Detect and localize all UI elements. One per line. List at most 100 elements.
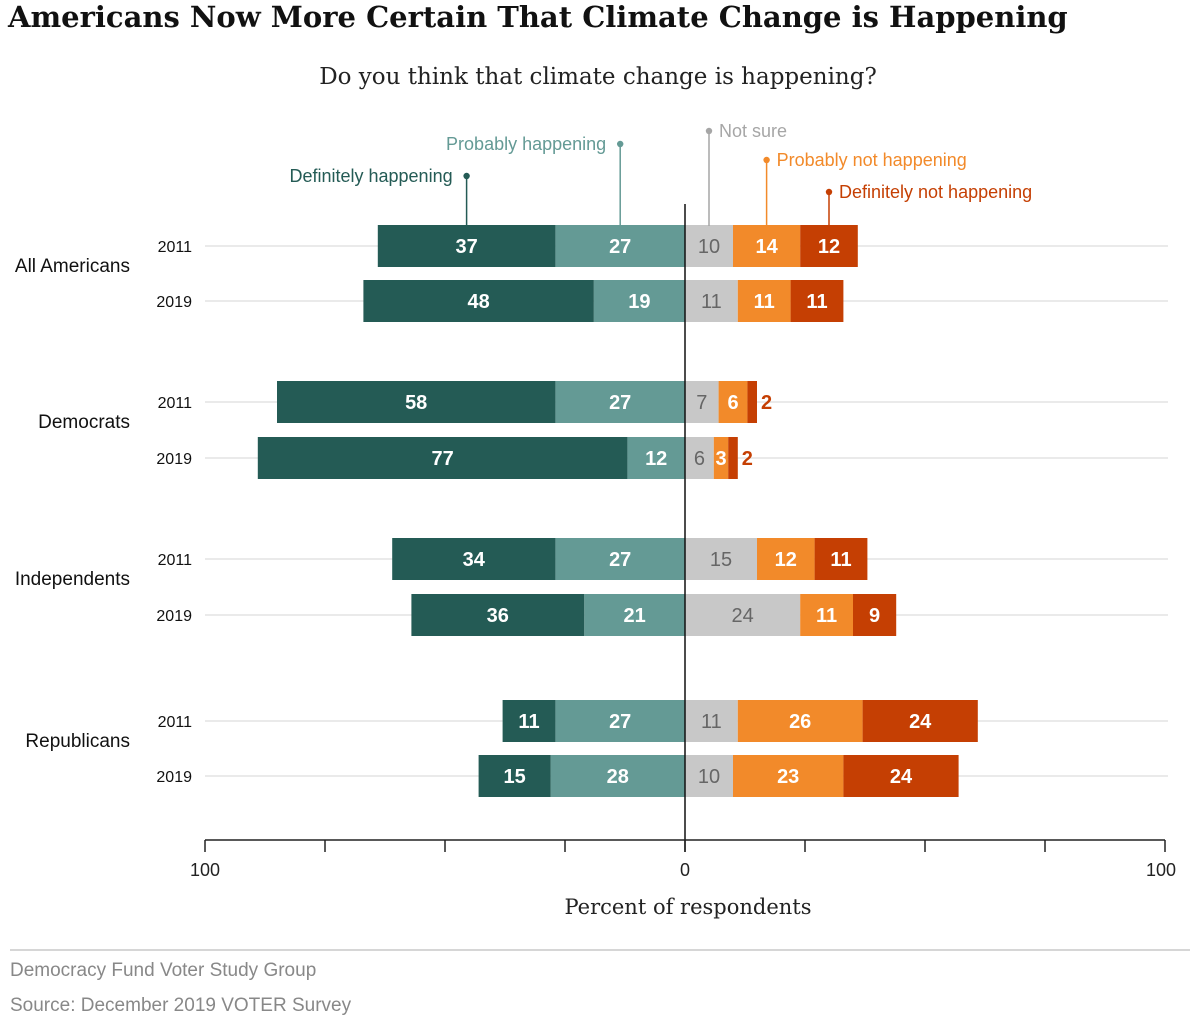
bar-definitely-happening: [478, 755, 551, 797]
data-label: 36: [487, 605, 509, 627]
data-label: 58: [405, 392, 427, 414]
legend-marker: [825, 188, 833, 196]
legend-marker: [617, 140, 624, 148]
bar-definitely-not-happening: [790, 280, 844, 322]
data-label: 7: [696, 392, 707, 414]
data-label: 21: [623, 605, 645, 627]
bar-definitely-not-happening: [814, 538, 868, 580]
footer-organization: Democracy Fund Voter Study Group: [10, 960, 317, 981]
row-label: 2011: [158, 552, 193, 569]
row-label: 2019: [156, 294, 192, 311]
data-label: 14: [755, 236, 778, 258]
data-label: 15: [710, 549, 732, 571]
data-label: 48: [467, 291, 489, 313]
row-label: 2019: [156, 451, 192, 468]
data-label: 6: [694, 448, 705, 470]
bar-definitely-not-happening: [853, 594, 897, 636]
bar-probably-happening: [550, 755, 685, 797]
bar-definitely-not-happening: [800, 225, 858, 267]
group-label: All Americans: [15, 256, 130, 277]
data-label: 27: [609, 392, 631, 414]
legend: Definitely happening Probably happening No…: [289, 121, 1032, 226]
data-label: 15: [503, 766, 525, 788]
bar-probably-not-happening: [737, 280, 791, 322]
bar-definitely-not-happening: [843, 755, 959, 797]
data-label: 24: [890, 766, 913, 788]
bar-definitely-happening: [377, 225, 556, 267]
bar-probably-not-happening: [733, 225, 801, 267]
x-tick-label: 100: [1146, 860, 1176, 880]
bars: [257, 225, 978, 797]
bar-definitely-not-happening: [862, 700, 978, 742]
bar-not-sure: [685, 538, 757, 580]
legend-definitely-not-happening: Definitely not happening: [839, 182, 1032, 202]
data-label: 23: [777, 766, 799, 788]
bar-not-sure: [685, 381, 719, 423]
bar-probably-happening: [584, 594, 685, 636]
legend-probably-happening: Probably happening: [446, 134, 606, 154]
chart-title: Americans Now More Certain That Climate …: [8, 0, 1068, 34]
data-label: 24: [731, 605, 753, 627]
row-label: 2011: [158, 714, 193, 731]
bar-probably-happening: [555, 538, 685, 580]
data-label: 6: [727, 392, 738, 414]
legend-probably-not-happening: Probably not happening: [777, 150, 967, 170]
bar-probably-not-happening: [718, 381, 748, 423]
data-label: 27: [609, 236, 631, 258]
bar-probably-happening: [555, 381, 685, 423]
data-label: 11: [701, 291, 722, 313]
group-label: Democrats: [38, 412, 130, 433]
bar-probably-happening: [593, 280, 685, 322]
bar-definitely-happening: [277, 381, 556, 423]
legend-definitely-happening: Definitely happening: [289, 166, 452, 186]
data-label: 10: [698, 236, 720, 258]
x-axis: 100 0 100: [190, 204, 1176, 880]
x-tick-label: 0: [680, 860, 690, 880]
bar-probably-happening: [627, 437, 685, 479]
data-label: 34: [463, 549, 486, 571]
footer-source: Source: December 2019 VOTER Survey: [10, 995, 352, 1016]
row-label: 2019: [156, 769, 192, 786]
bar-definitely-happening: [392, 538, 556, 580]
bar-not-sure: [685, 594, 801, 636]
data-label: 11: [816, 605, 837, 627]
legend-marker: [463, 172, 470, 180]
data-label: 12: [775, 549, 797, 571]
bar-probably-not-happening: [737, 700, 863, 742]
data-label: 11: [701, 711, 722, 733]
data-label: 9: [869, 605, 880, 627]
bar-definitely-happening: [363, 280, 594, 322]
row-label: 2011: [158, 395, 193, 412]
x-axis-label: Percent of respondents: [564, 895, 811, 919]
bar-probably-happening: [555, 225, 685, 267]
data-label: 11: [754, 291, 775, 313]
bar-not-sure: [685, 437, 714, 479]
data-label: 19: [628, 291, 650, 313]
group-label: Independents: [15, 569, 130, 590]
x-tick-label: 100: [190, 860, 220, 880]
footer-divider: [10, 949, 1190, 951]
legend-marker: [705, 127, 713, 135]
bar-definitely-happening: [257, 437, 628, 479]
data-label: 11: [518, 711, 539, 733]
data-label: 37: [455, 236, 477, 258]
data-label: 2: [761, 392, 772, 414]
data-label: 28: [607, 766, 629, 788]
bar-definitely-not-happening: [747, 381, 757, 423]
bar-not-sure: [685, 700, 738, 742]
row-label: 2011: [158, 239, 193, 256]
bar-probably-not-happening: [713, 437, 729, 479]
bar-not-sure: [685, 755, 733, 797]
bar-probably-not-happening: [757, 538, 815, 580]
data-label: 12: [818, 236, 840, 258]
bar-not-sure: [685, 225, 733, 267]
data-label: 11: [806, 291, 827, 313]
bar-probably-not-happening: [733, 755, 844, 797]
bar-probably-not-happening: [800, 594, 853, 636]
row-labels: 2011 2019 2011 2019 2011 2019 2011 2019 All Amer…: [15, 239, 192, 786]
chart-subtitle: Do you think that climate change is happ…: [319, 64, 877, 90]
data-label: 77: [431, 448, 453, 470]
data-label: 10: [698, 766, 720, 788]
